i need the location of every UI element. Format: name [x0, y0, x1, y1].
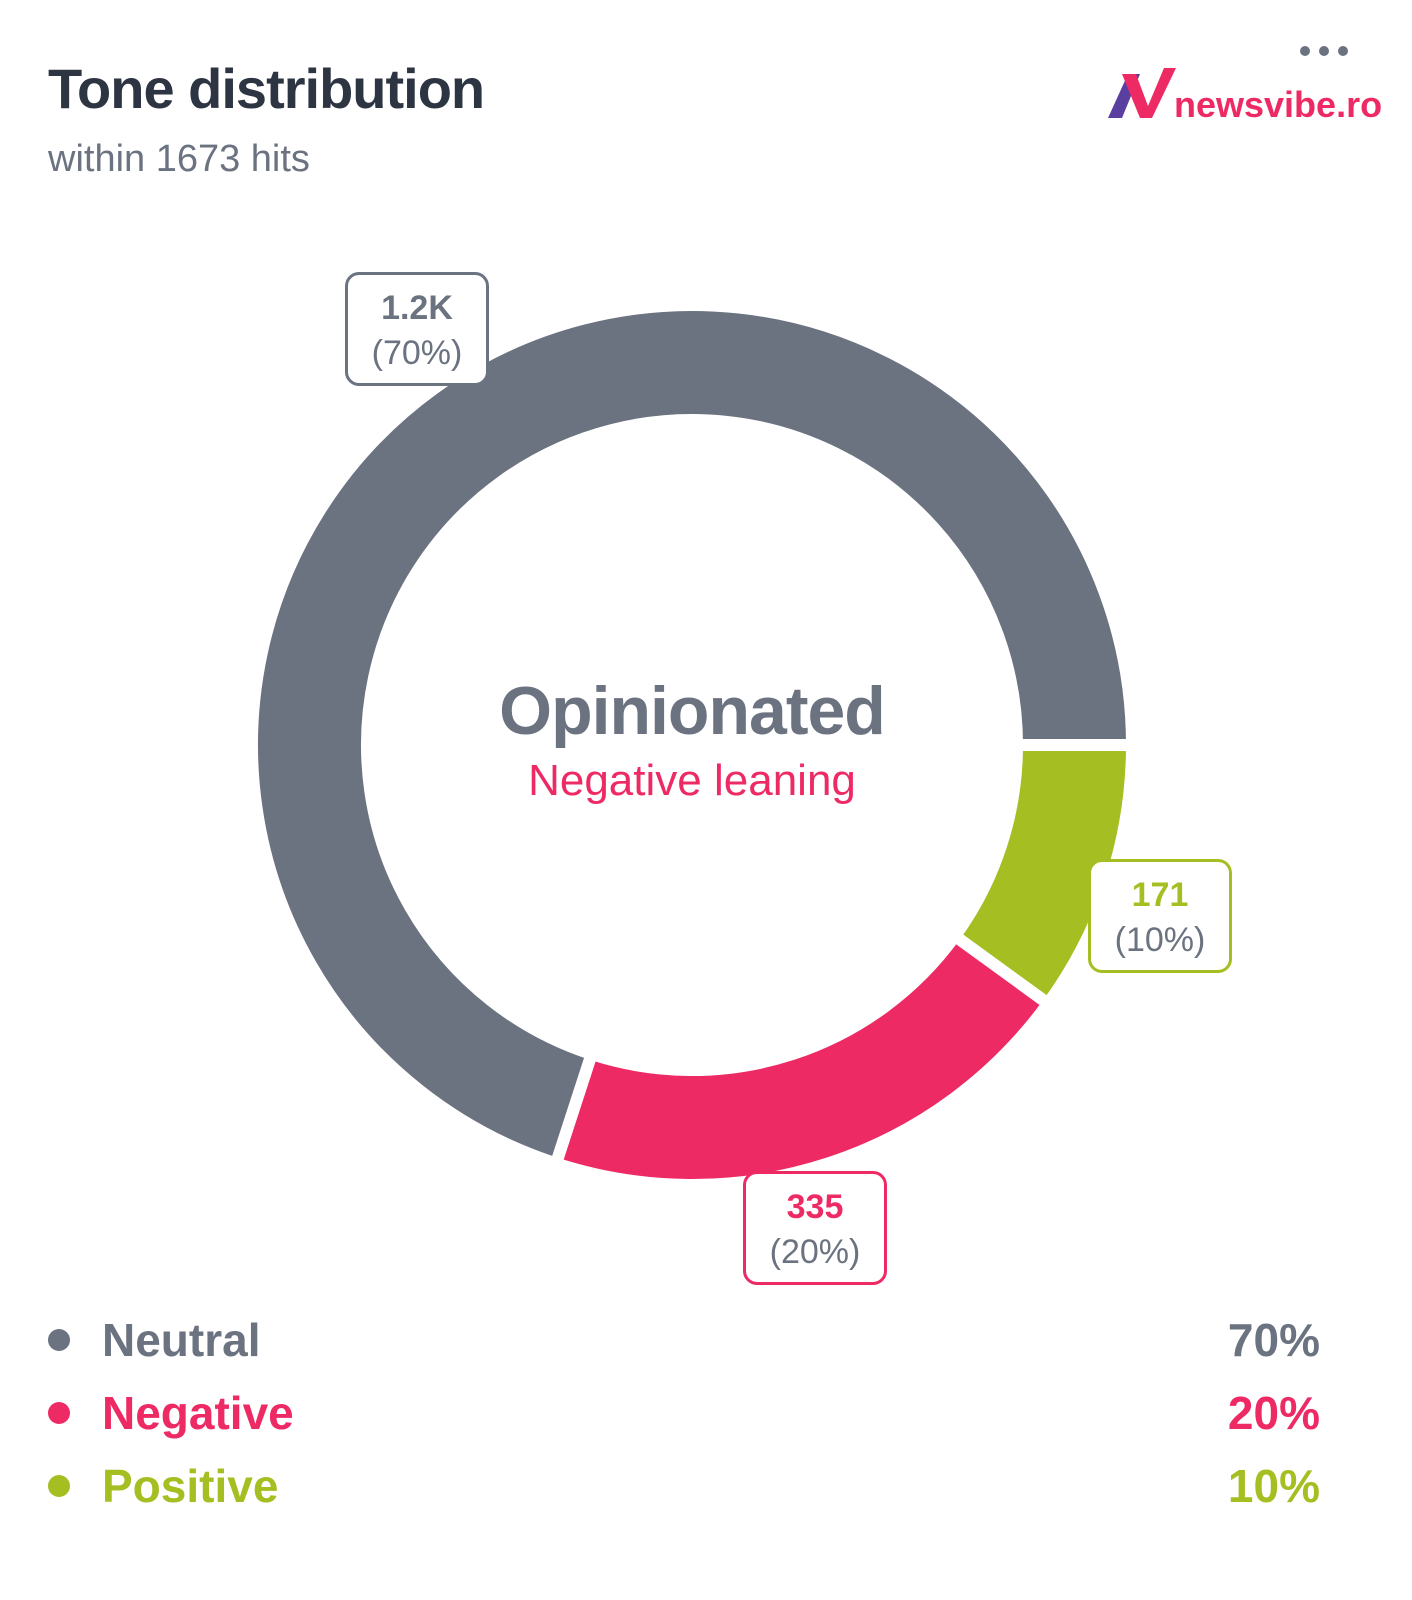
data-label-negative: 335 (20%) — [743, 1171, 887, 1285]
legend-item-positive[interactable]: Positive 10% — [48, 1456, 1320, 1516]
donut-slice-negative[interactable] — [548, 927, 1057, 1191]
legend-name: Positive — [102, 1460, 279, 1512]
chart-title: Tone distribution — [48, 57, 485, 120]
legend-dot-icon — [48, 1475, 70, 1497]
data-label-neutral: 1.2K (70%) — [345, 272, 489, 386]
legend-dot-icon — [48, 1402, 70, 1424]
center-sublabel: Negative leaning — [528, 756, 856, 805]
center-label: Opinionated — [499, 673, 886, 749]
legend-percent: 10% — [1227, 1460, 1320, 1512]
data-label-positive: 171 (10%) — [1088, 859, 1232, 973]
legend-percent: 20% — [1227, 1387, 1320, 1439]
data-label-value: 1.2K — [381, 289, 453, 327]
data-label-percent: (20%) — [769, 1233, 861, 1271]
data-label-value: 171 — [1131, 876, 1189, 914]
donut-slice-neutral[interactable] — [246, 299, 1139, 1172]
data-label-percent: (10%) — [1114, 921, 1206, 959]
legend-item-negative[interactable]: Negative 20% — [48, 1383, 1320, 1443]
legend-name: Negative — [102, 1387, 294, 1439]
data-label-value: 335 — [786, 1188, 844, 1226]
data-label-percent: (70%) — [371, 334, 463, 372]
legend-item-neutral[interactable]: Neutral 70% — [48, 1310, 1320, 1370]
logo-text: newsvibe.ro — [1174, 84, 1383, 125]
legend-percent: 70% — [1227, 1314, 1320, 1366]
newsvibe-logo-icon — [1108, 68, 1176, 118]
legend-name: Neutral — [102, 1314, 261, 1366]
more-options-icon[interactable] — [1300, 46, 1360, 70]
legend-dot-icon — [48, 1329, 70, 1351]
chart-subtitle: within 1673 hits — [48, 138, 310, 180]
